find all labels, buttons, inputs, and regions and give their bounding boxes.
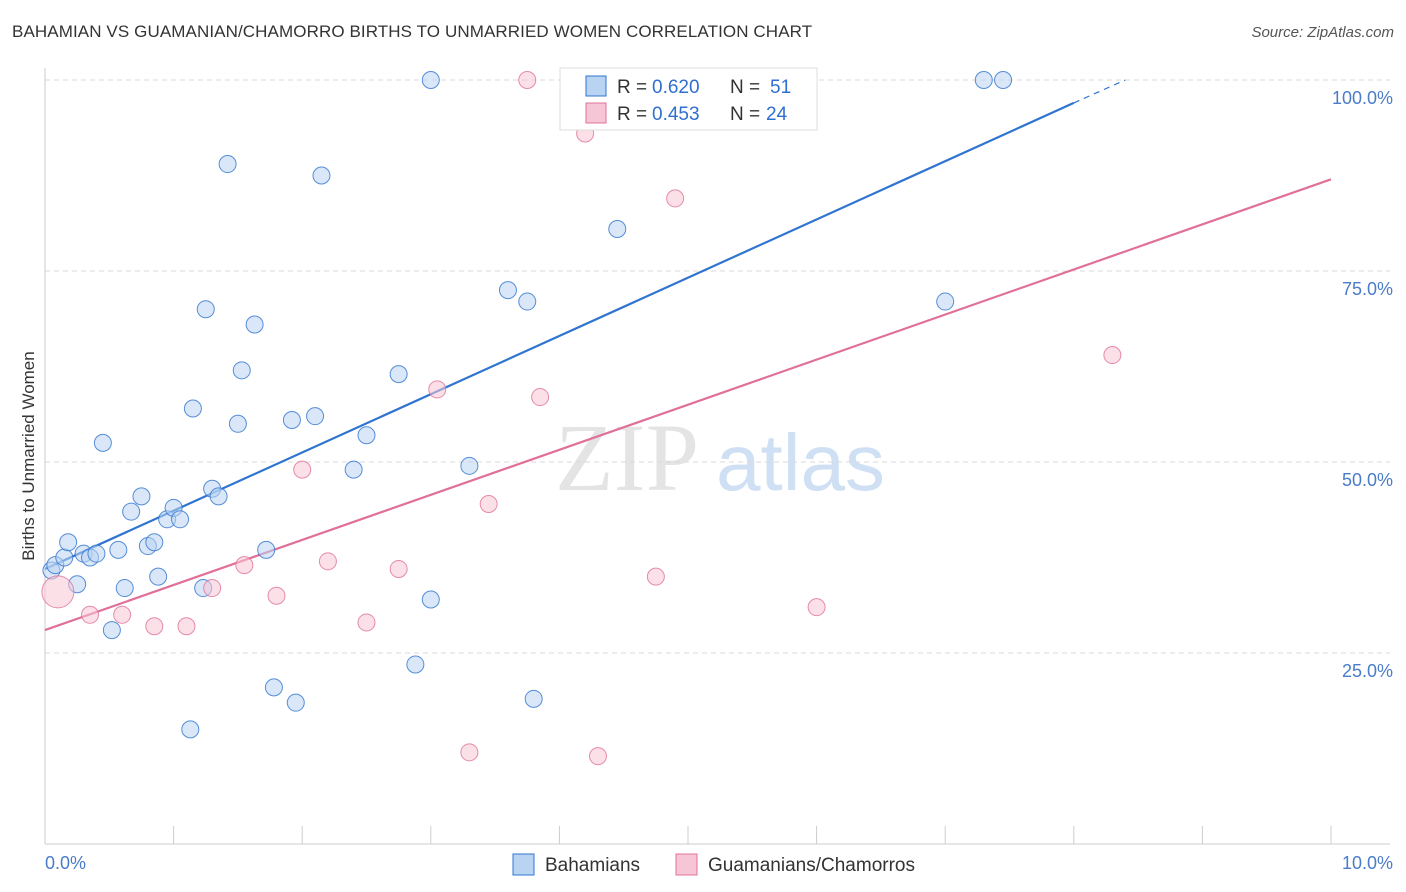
point-bahamians-10	[109, 540, 128, 559]
point-bahamians-34	[306, 407, 325, 426]
point-bahamians-43	[498, 281, 517, 300]
point-guamanians-0	[41, 575, 75, 609]
point-bahamians-40	[421, 71, 440, 89]
point-bahamians-8	[93, 433, 112, 452]
legend-n-value-2: 24	[766, 104, 788, 125]
point-bahamians-37	[357, 426, 376, 445]
point-bahamians-42	[460, 456, 479, 475]
point-guamanians-1	[81, 605, 100, 624]
y-tick-label-3: 100.0%	[1332, 88, 1393, 108]
point-guamanians-10	[357, 613, 376, 632]
axes	[44, 68, 1390, 845]
y-tick-label-0: 25.0%	[1342, 661, 1393, 681]
bottom-legend-swatch-guamanians	[675, 853, 698, 876]
tick-labels: 25.0% 50.0% 75.0% 100.0% 0.0% 10.0%	[45, 88, 1393, 873]
source-label: Source: ZipAtlas.com	[1251, 24, 1394, 41]
x-tick-label-0: 0.0%	[45, 853, 86, 873]
scatter-points	[41, 71, 1122, 766]
bottom-legend-label-bahamians: Bahamians	[545, 855, 640, 876]
point-guamanians-12	[428, 380, 447, 399]
point-bahamians-15	[145, 533, 164, 552]
point-guamanians-6	[235, 556, 254, 575]
legend-n-label-1: N =	[730, 77, 760, 98]
watermark-zip: ZIP	[555, 404, 699, 511]
point-bahamians-20	[181, 720, 200, 739]
point-guamanians-2	[113, 605, 132, 624]
point-guamanians-16	[531, 388, 550, 407]
point-bahamians-2	[55, 548, 74, 567]
point-guamanians-22	[807, 598, 826, 617]
point-guamanians-11	[389, 559, 408, 578]
point-bahamians-16	[149, 567, 168, 586]
point-bahamians-39	[406, 655, 425, 674]
point-bahamians-33	[286, 693, 305, 712]
point-bahamians-29	[245, 315, 264, 334]
point-guamanians-14	[479, 495, 498, 514]
point-bahamians-32	[282, 410, 301, 429]
top-legend: R = 0.620 N = 51 R = 0.453 N = 24	[559, 67, 818, 131]
point-bahamians-28	[232, 361, 251, 380]
legend-swatch-bahamians	[585, 75, 607, 97]
point-bahamians-13	[132, 487, 151, 506]
x-tick-label-1: 10.0%	[1342, 853, 1393, 873]
point-bahamians-7	[87, 544, 106, 563]
legend-r-label-1: R =	[617, 77, 647, 98]
legend-swatch-guamanians	[585, 102, 607, 124]
legend-r-value-1: 0.620	[652, 77, 700, 98]
point-guamanians-4	[177, 617, 196, 636]
point-bahamians-45	[524, 689, 543, 708]
point-bahamians-30	[257, 540, 276, 559]
point-bahamians-21	[183, 399, 202, 418]
legend-n-value-1: 51	[770, 77, 791, 98]
point-guamanians-7	[267, 586, 286, 605]
bottom-legend: Bahamians Guamanians/Chamorros	[512, 853, 915, 876]
point-guamanians-5	[203, 579, 222, 598]
point-bahamians-44	[518, 292, 537, 311]
point-bahamians-38	[389, 365, 408, 384]
y-tick-label-1: 50.0%	[1342, 470, 1393, 490]
point-guamanians-3	[145, 617, 164, 636]
point-guamanians-13	[460, 743, 479, 762]
watermark: ZIP atlas	[555, 404, 885, 511]
point-guamanians-20	[666, 189, 685, 208]
point-guamanians-9	[318, 552, 337, 571]
point-bahamians-23	[196, 300, 215, 319]
chart-title: BAHAMIAN VS GUAMANIAN/CHAMORRO BIRTHS TO…	[12, 22, 813, 41]
point-bahamians-12	[122, 502, 141, 521]
point-bahamians-26	[218, 155, 237, 174]
legend-n-label-2: N =	[730, 104, 760, 125]
trend-lines	[44, 79, 1332, 632]
point-guamanians-23	[1103, 346, 1122, 365]
point-bahamians-41	[421, 590, 440, 609]
gridlines	[45, 79, 1390, 654]
point-bahamians-27	[228, 414, 247, 433]
point-bahamians-47	[936, 292, 955, 311]
point-guamanians-18	[588, 747, 607, 766]
bottom-legend-swatch-bahamians	[512, 853, 535, 876]
point-guamanians-15	[518, 71, 537, 89]
y-tick-label-2: 75.0%	[1342, 279, 1393, 299]
point-bahamians-11	[115, 579, 134, 598]
point-guamanians-8	[293, 460, 312, 479]
trend-line-extension-0	[1073, 79, 1126, 104]
point-bahamians-46	[608, 219, 627, 238]
point-bahamians-49	[994, 71, 1013, 89]
legend-r-label-2: R =	[617, 104, 647, 125]
point-bahamians-3	[59, 533, 78, 552]
point-guamanians-19	[646, 567, 665, 586]
point-bahamians-25	[209, 487, 228, 506]
legend-r-value-2: 0.453	[652, 104, 700, 125]
point-bahamians-9	[102, 621, 121, 640]
point-bahamians-35	[312, 166, 331, 185]
point-bahamians-19	[171, 510, 190, 529]
point-bahamians-36	[344, 460, 363, 479]
bottom-legend-label-guamanians: Guamanians/Chamorros	[708, 855, 915, 876]
y-axis-label: Births to Unmarried Women	[19, 351, 38, 560]
point-bahamians-48	[974, 71, 993, 89]
point-bahamians-31	[264, 678, 283, 697]
